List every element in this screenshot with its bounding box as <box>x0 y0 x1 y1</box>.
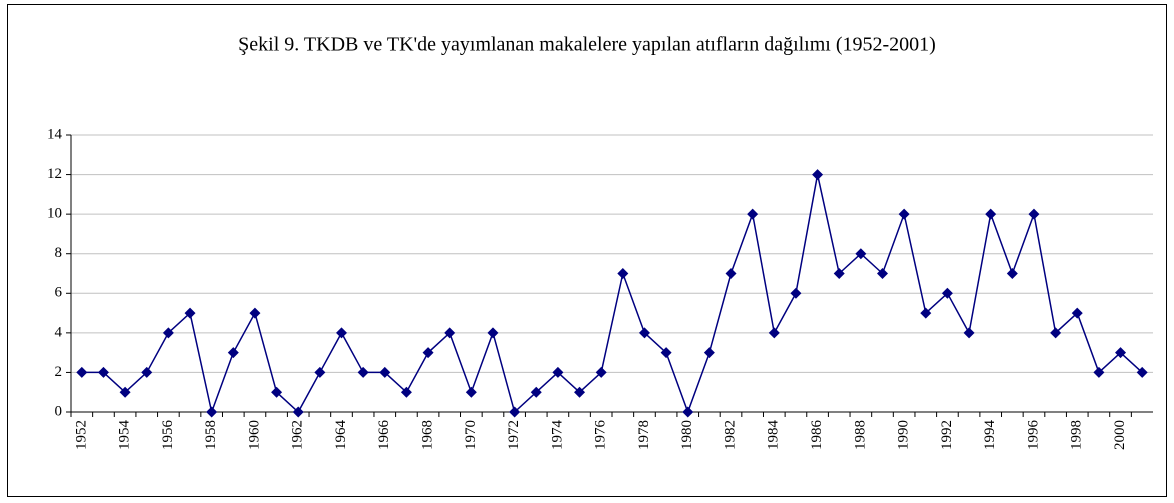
y-tick-label: 8 <box>55 245 63 261</box>
data-point <box>141 366 153 378</box>
data-point <box>271 386 283 398</box>
data-point <box>638 327 650 339</box>
x-tick-label: 1982 <box>722 420 738 450</box>
data-point <box>660 347 672 359</box>
data-point <box>206 406 218 418</box>
data-point <box>768 327 780 339</box>
chart-title: Şekil 9. TKDB ve TK'de yayımlanan makale… <box>238 34 936 56</box>
data-point <box>1115 347 1127 359</box>
data-point <box>162 327 174 339</box>
data-point <box>833 268 845 279</box>
data-point <box>747 208 759 220</box>
data-point <box>1071 307 1083 319</box>
x-tick-label: 2000 <box>1112 420 1128 450</box>
data-point <box>184 307 196 319</box>
data-point <box>119 386 131 398</box>
data-point <box>1006 268 1018 279</box>
x-tick-label: 1988 <box>852 420 868 450</box>
data-point <box>422 347 434 359</box>
y-tick-label: 2 <box>55 364 63 380</box>
data-point <box>920 307 932 319</box>
data-point <box>552 366 564 378</box>
x-tick-label: 1992 <box>939 420 955 450</box>
x-tick-label: 1998 <box>1069 420 1085 450</box>
y-tick-label: 10 <box>47 206 62 222</box>
x-tick-label: 1978 <box>636 420 652 450</box>
data-point <box>1093 366 1105 378</box>
data-point <box>985 208 997 220</box>
data-point <box>1050 327 1062 339</box>
data-point <box>812 169 824 181</box>
data-point <box>336 327 347 339</box>
data-point <box>617 268 629 279</box>
data-point <box>227 347 239 359</box>
data-point <box>595 366 607 378</box>
x-tick-label: 1980 <box>679 420 695 450</box>
x-tick-label: 1990 <box>896 420 912 450</box>
data-point <box>790 287 802 299</box>
x-tick-label: 1952 <box>73 420 89 450</box>
data-point <box>379 366 391 378</box>
y-tick-label: 14 <box>47 126 63 142</box>
data-point <box>963 327 975 339</box>
data-point <box>249 307 261 319</box>
data-point <box>530 386 542 398</box>
data-point <box>400 386 412 398</box>
y-tick-label: 4 <box>55 324 63 340</box>
data-point <box>898 208 910 220</box>
x-tick-label: 1994 <box>982 420 998 451</box>
data-point <box>487 327 499 339</box>
data-point <box>725 268 737 279</box>
x-tick-label: 1986 <box>809 420 825 451</box>
x-tick-label: 1960 <box>246 420 262 450</box>
data-point <box>1136 366 1148 378</box>
x-tick-label: 1962 <box>290 420 306 450</box>
data-point <box>314 366 326 378</box>
x-tick-label: 1996 <box>1025 420 1041 451</box>
x-tick-label: 1974 <box>549 420 565 451</box>
x-tick-label: 1976 <box>593 420 609 451</box>
data-line <box>81 174 1143 415</box>
x-tick-label: 1956 <box>160 420 176 451</box>
data-point <box>465 386 477 398</box>
data-point <box>357 366 369 378</box>
data-point <box>855 248 867 260</box>
x-tick-label: 1968 <box>419 420 435 450</box>
data-point <box>877 268 888 279</box>
x-tick-label: 1984 <box>766 420 782 451</box>
x-tick-label: 1970 <box>463 420 479 450</box>
y-tick-label: 12 <box>47 166 62 182</box>
data-point <box>97 366 109 378</box>
data-point <box>509 406 521 418</box>
data-point <box>1028 208 1040 220</box>
data-point <box>292 406 304 418</box>
x-tick-label: 1954 <box>117 420 133 451</box>
y-tick-label: 6 <box>55 285 63 301</box>
data-point <box>682 406 694 418</box>
x-tick-label: 1958 <box>203 420 219 450</box>
y-tick-label: 0 <box>55 403 63 419</box>
x-tick-label: 1964 <box>333 420 349 451</box>
data-point <box>574 386 586 398</box>
data-point <box>941 287 953 299</box>
data-point <box>76 366 88 378</box>
data-point <box>444 327 456 339</box>
data-point <box>703 347 715 359</box>
x-tick-label: 1972 <box>506 420 522 450</box>
x-tick-label: 1966 <box>376 420 392 451</box>
